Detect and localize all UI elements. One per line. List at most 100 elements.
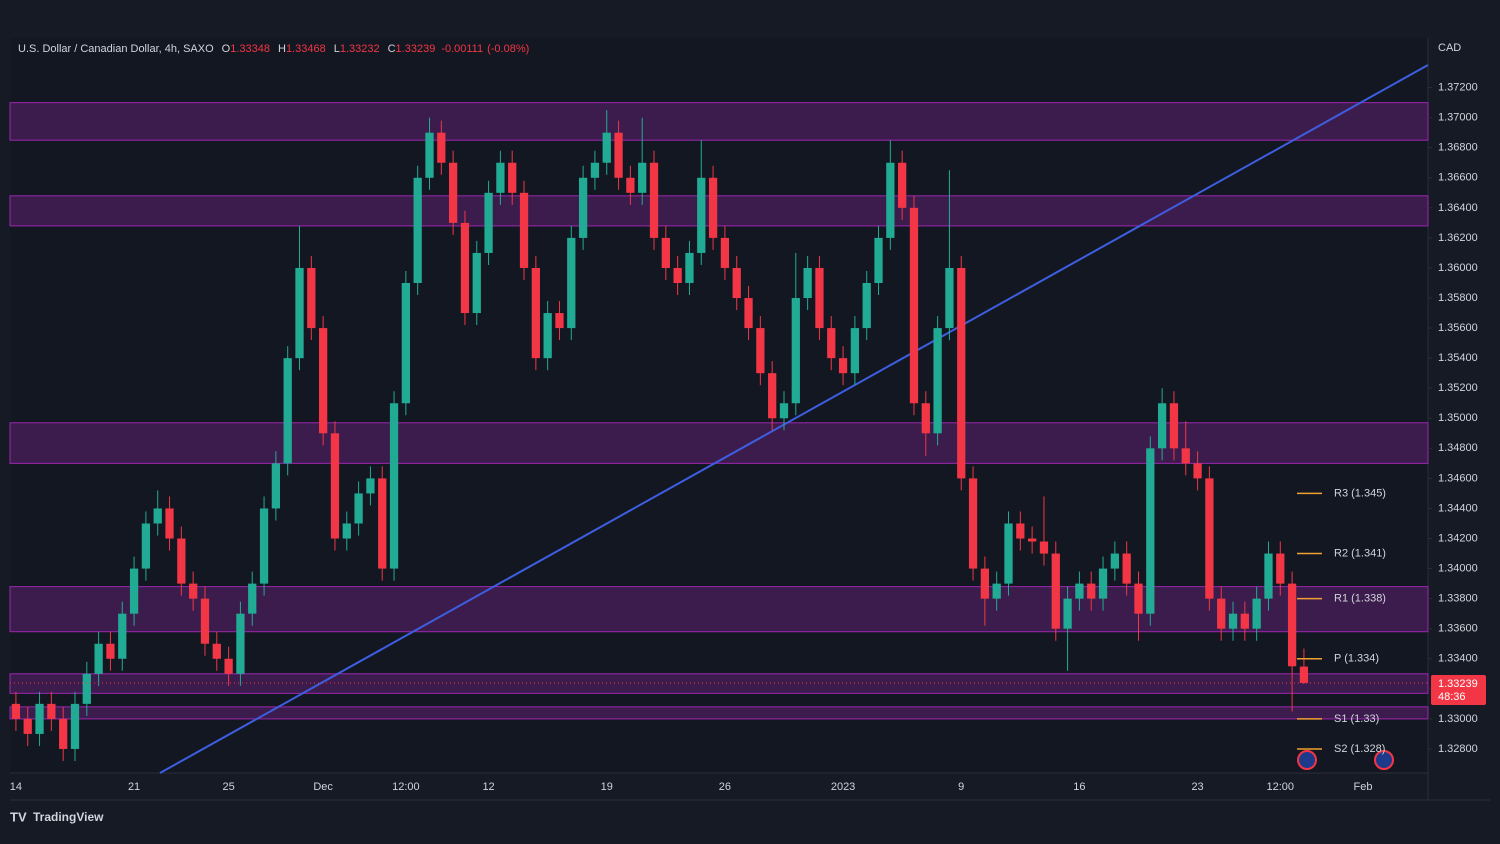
y-tick-label: 1.34000 bbox=[1438, 562, 1478, 574]
y-tick-label: 1.35400 bbox=[1438, 352, 1478, 364]
y-tick-label: 1.32800 bbox=[1438, 743, 1478, 755]
candle-body bbox=[70, 703, 80, 749]
candle-body bbox=[673, 267, 682, 283]
y-tick-label: 1.36000 bbox=[1438, 262, 1478, 274]
currency: CAD bbox=[1438, 42, 1461, 54]
candle-body bbox=[1287, 583, 1297, 667]
candle-body bbox=[47, 703, 56, 719]
candle-body bbox=[945, 267, 954, 329]
x-tick-label: 26 bbox=[719, 781, 731, 793]
candle-body bbox=[708, 177, 718, 238]
candle-body bbox=[768, 373, 777, 419]
last-price-label: 1.33239 bbox=[1438, 678, 1478, 690]
support-resistance-zone bbox=[9, 422, 1429, 464]
y-tick-label: 1.36600 bbox=[1438, 172, 1478, 184]
header-text: 1.33232 bbox=[340, 43, 380, 55]
x-tick-label: 19 bbox=[601, 781, 613, 793]
candle-body bbox=[177, 538, 186, 584]
candle-body bbox=[1122, 553, 1131, 584]
candle-body bbox=[1193, 463, 1202, 479]
candle-body bbox=[827, 328, 836, 359]
candle-body bbox=[389, 403, 399, 569]
candle-body bbox=[118, 613, 127, 659]
candle-body bbox=[1098, 568, 1108, 599]
candle-body bbox=[909, 207, 919, 404]
header-text: L bbox=[334, 43, 340, 55]
candle-body bbox=[1299, 666, 1309, 683]
candle-body bbox=[1075, 583, 1084, 599]
candle-body bbox=[838, 358, 848, 374]
x-tick-label: 23 bbox=[1191, 781, 1203, 793]
x-tick-label: 25 bbox=[222, 781, 234, 793]
trend-line bbox=[159, 64, 1429, 774]
candle-body bbox=[23, 718, 32, 734]
candle-body bbox=[165, 508, 174, 539]
candle-body bbox=[697, 177, 706, 253]
candle-body bbox=[567, 237, 576, 329]
x-tick-label: Dec bbox=[313, 781, 333, 793]
event-flag[interactable] bbox=[1374, 750, 1394, 770]
y-tick-label: 1.35600 bbox=[1438, 322, 1478, 334]
candle-body bbox=[1157, 403, 1167, 449]
candle-body bbox=[59, 718, 68, 749]
x-tick-label: 9 bbox=[958, 781, 964, 793]
header-text: (-0.08%) bbox=[487, 43, 529, 55]
event-flag[interactable] bbox=[1297, 750, 1317, 770]
y-tick-label: 1.34400 bbox=[1438, 502, 1478, 514]
candle-body bbox=[11, 703, 21, 719]
pivot-label: S1 (1.33) bbox=[1334, 713, 1379, 725]
y-tick-label: 1.35000 bbox=[1438, 412, 1478, 424]
header-text: 1.33348 bbox=[230, 43, 270, 55]
candle-body bbox=[744, 298, 753, 329]
candle-body bbox=[129, 568, 139, 614]
support-resistance-zone bbox=[9, 195, 1429, 227]
candle-body bbox=[1146, 448, 1155, 614]
countdown: 48:36 bbox=[1438, 691, 1466, 703]
y-tick-label: 1.34600 bbox=[1438, 472, 1478, 484]
candle-body bbox=[141, 523, 151, 569]
candle-body bbox=[1228, 613, 1238, 629]
candle-body bbox=[578, 177, 588, 238]
candle-body bbox=[992, 583, 1001, 599]
candle-body bbox=[200, 598, 210, 644]
candle-body bbox=[295, 267, 304, 359]
candle-body bbox=[957, 267, 966, 479]
y-tick-label: 1.33400 bbox=[1438, 653, 1478, 665]
candle-body bbox=[425, 132, 434, 178]
candle-body bbox=[980, 568, 990, 599]
candle-body bbox=[1205, 478, 1214, 599]
pivot-label: P (1.334) bbox=[1334, 653, 1379, 665]
candle-body bbox=[1051, 553, 1060, 629]
candle-body bbox=[898, 162, 907, 208]
x-tick-label: 12 bbox=[482, 781, 494, 793]
plot-area bbox=[10, 38, 1428, 773]
candle-body bbox=[283, 358, 292, 464]
candle-body bbox=[1276, 553, 1285, 584]
candle-body bbox=[153, 508, 162, 524]
header-text: U.S. Dollar / Canadian Dollar, 4h, SAXO bbox=[18, 43, 214, 55]
x-tick-label: 16 bbox=[1073, 781, 1085, 793]
candle-body bbox=[82, 673, 91, 704]
candle-body bbox=[354, 493, 363, 524]
y-tick-label: 1.36200 bbox=[1438, 232, 1478, 244]
candle-body bbox=[1087, 583, 1096, 599]
candle-body bbox=[886, 162, 895, 238]
header-text: O bbox=[222, 43, 231, 55]
header-text: 1.33468 bbox=[286, 43, 326, 55]
candle-body bbox=[460, 222, 470, 314]
zones bbox=[9, 102, 1429, 720]
candle-body bbox=[1028, 538, 1037, 542]
candle-body bbox=[1016, 523, 1025, 539]
candle-body bbox=[378, 478, 387, 569]
candle-body bbox=[330, 433, 340, 539]
candle-body bbox=[602, 132, 611, 163]
candle-body bbox=[1169, 403, 1179, 449]
header-text: -0.00111 bbox=[441, 43, 483, 55]
candle-body bbox=[1252, 598, 1261, 629]
candle-body bbox=[921, 403, 930, 434]
candle-body bbox=[106, 643, 115, 659]
candle-body bbox=[212, 643, 221, 659]
support-resistance-zone bbox=[9, 706, 1429, 720]
candle-body bbox=[248, 583, 257, 614]
candle-body bbox=[543, 313, 552, 359]
